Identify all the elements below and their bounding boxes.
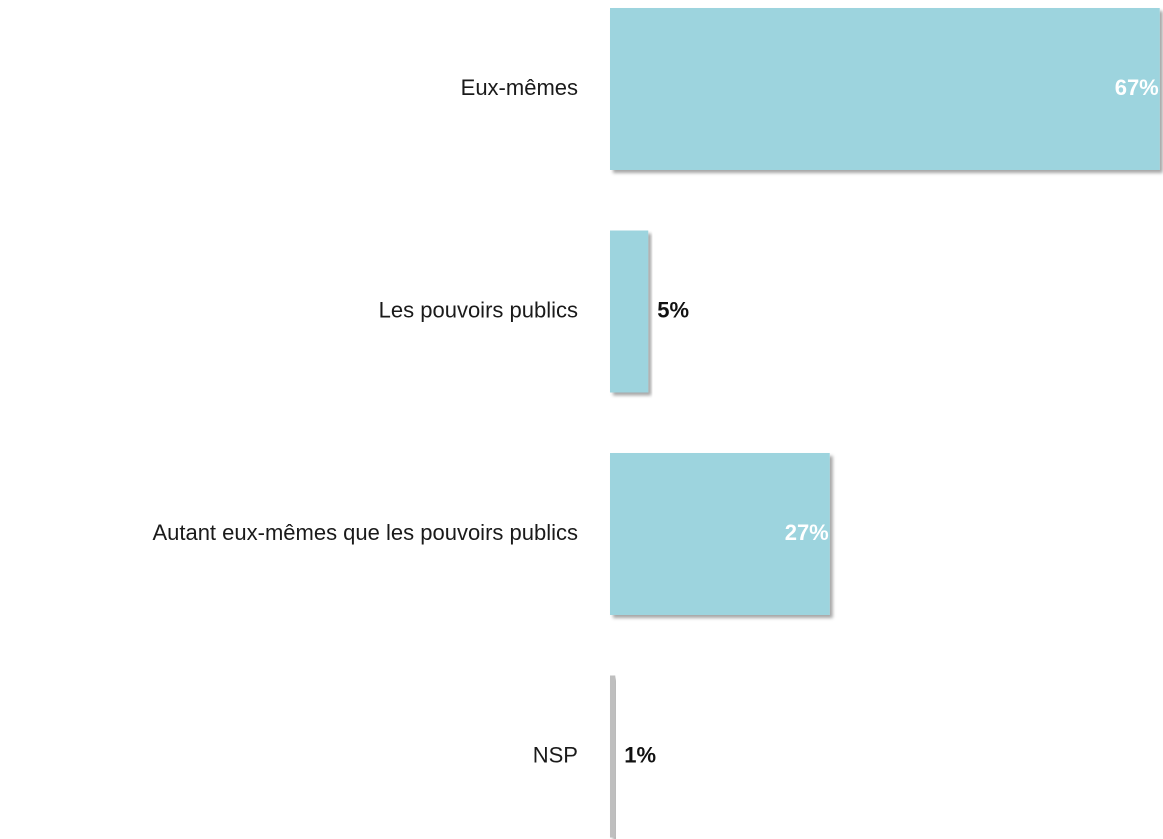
category-label: Autant eux-mêmes que les pouvoirs public… <box>152 520 578 545</box>
bar <box>610 230 649 393</box>
category-label: Les pouvoirs publics <box>379 297 578 322</box>
value-label: 5% <box>657 297 689 322</box>
value-label: 67% <box>1115 75 1159 100</box>
value-label: 1% <box>624 742 656 767</box>
value-label: 27% <box>785 520 829 545</box>
category-label: NSP <box>533 742 578 767</box>
bar <box>610 675 616 838</box>
bar <box>610 453 830 615</box>
category-label: Eux-mêmes <box>461 75 578 100</box>
bar <box>610 8 1160 170</box>
